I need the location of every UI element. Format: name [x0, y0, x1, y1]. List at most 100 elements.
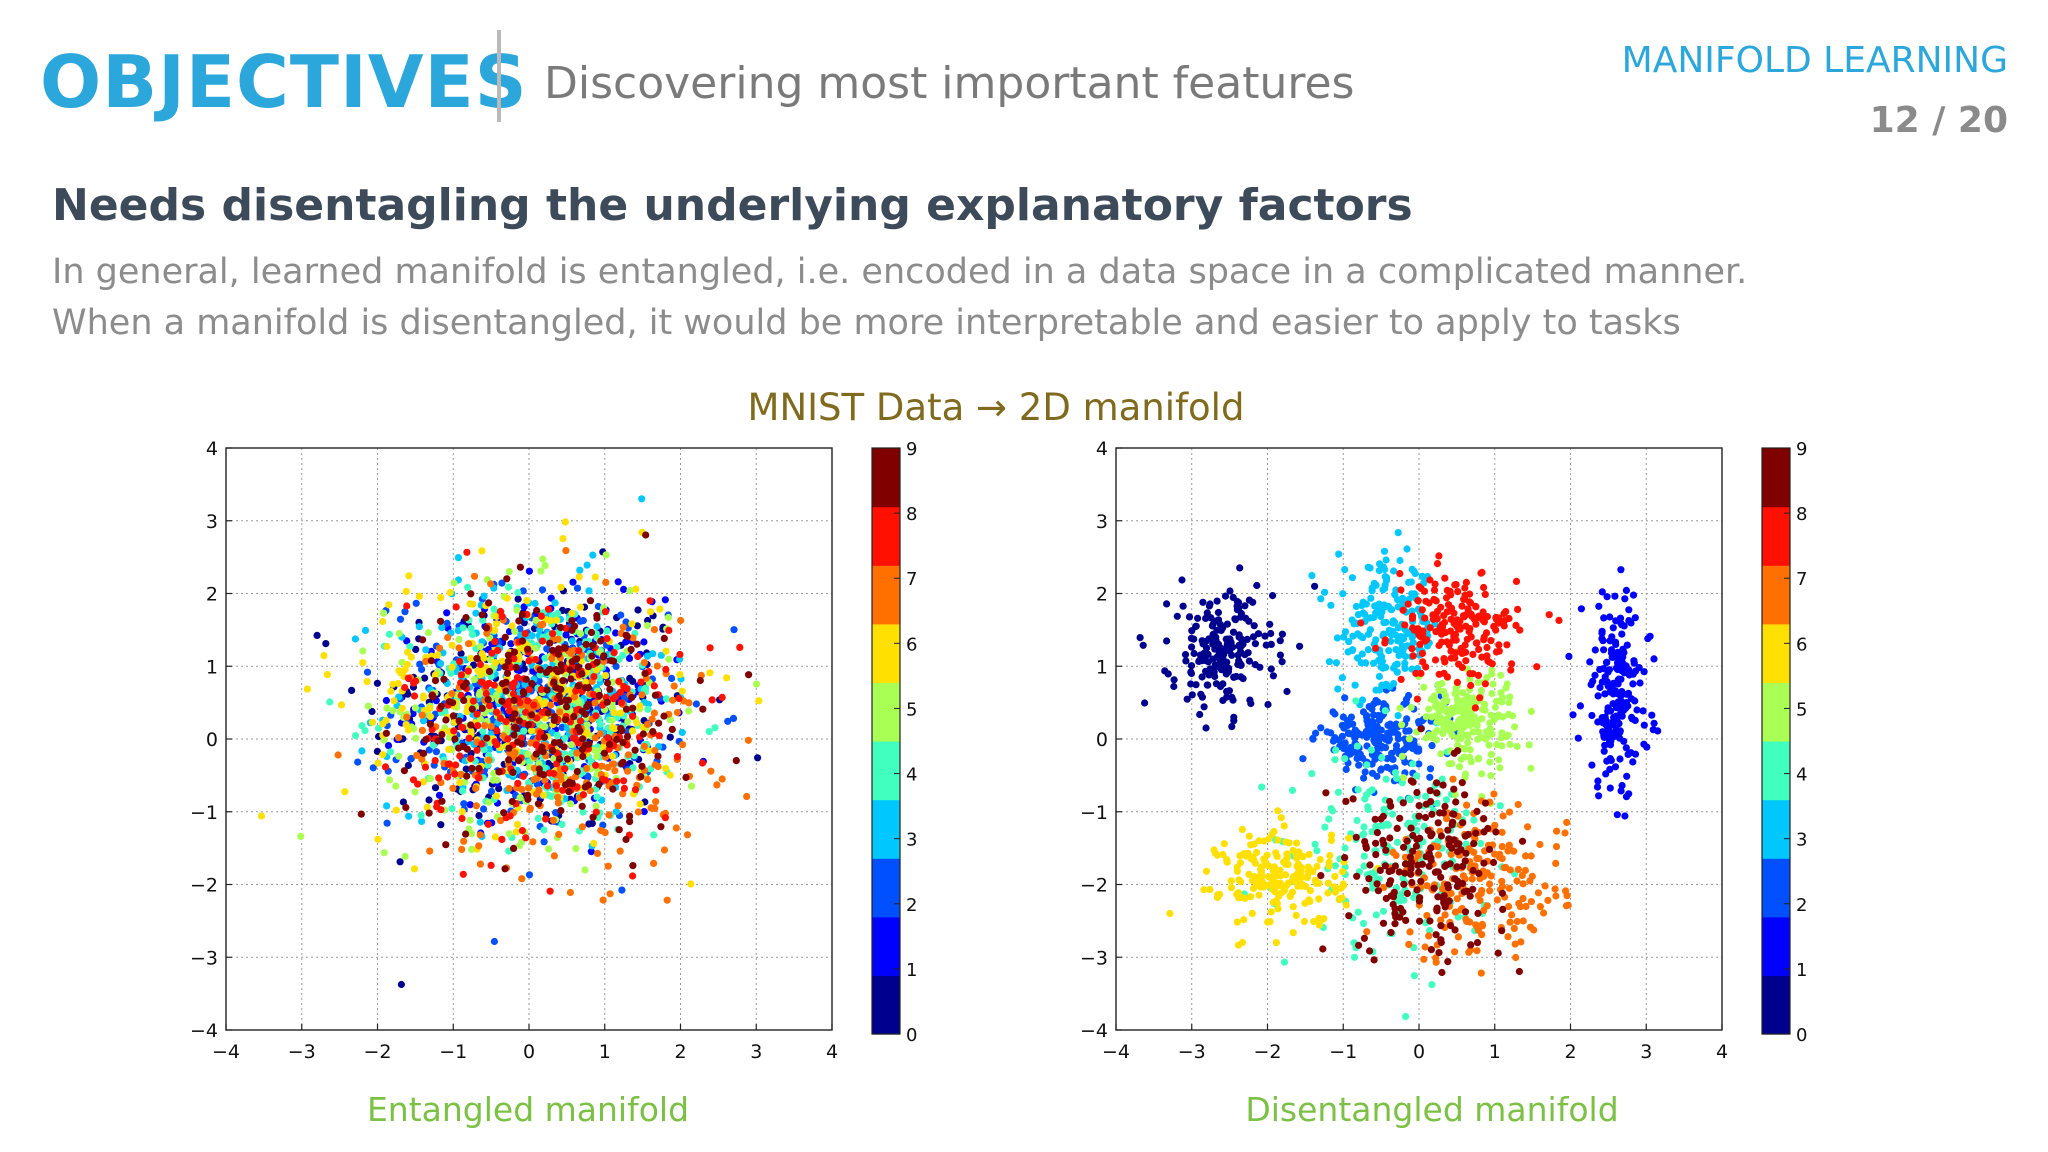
- data-point: [1261, 632, 1269, 640]
- data-point: [1200, 886, 1208, 894]
- data-point: [1212, 680, 1220, 688]
- data-point: [487, 580, 495, 588]
- data-point: [1308, 770, 1316, 778]
- data-point: [1374, 698, 1382, 706]
- data-point: [1469, 866, 1477, 875]
- data-point: [527, 739, 535, 747]
- data-point: [480, 746, 488, 754]
- data-point: [403, 637, 411, 645]
- data-point: [576, 630, 585, 638]
- data-point: [1650, 719, 1658, 727]
- data-point: [419, 778, 428, 786]
- data-point: [666, 716, 674, 724]
- data-point: [553, 731, 561, 739]
- data-point: [478, 611, 486, 619]
- data-point: [1459, 612, 1468, 620]
- data-point: [1498, 843, 1506, 851]
- data-point: [537, 612, 545, 620]
- data-point: [1372, 644, 1380, 652]
- data-point: [1644, 635, 1652, 643]
- data-point: [1456, 703, 1464, 711]
- data-point: [1354, 730, 1362, 739]
- data-point: [498, 697, 506, 705]
- data-point: [537, 621, 545, 629]
- data-point: [322, 640, 330, 648]
- data-point: [1166, 909, 1174, 918]
- x-tick-label: −3: [288, 1041, 316, 1063]
- data-point: [718, 693, 726, 701]
- data-point: [1320, 915, 1328, 923]
- data-point: [651, 746, 659, 755]
- data-point: [1417, 725, 1425, 733]
- data-point: [487, 787, 496, 795]
- data-point: [1417, 669, 1425, 677]
- data-point: [614, 802, 622, 810]
- data-point: [610, 760, 618, 768]
- colorbar-band: [1762, 623, 1790, 683]
- data-point: [1492, 626, 1500, 634]
- data-point: [643, 652, 652, 660]
- data-point: [358, 747, 366, 755]
- data-point: [363, 668, 372, 676]
- data-point: [676, 671, 684, 679]
- data-point: [1443, 708, 1451, 716]
- data-point: [482, 624, 491, 632]
- data-point: [485, 702, 494, 710]
- data-point: [1442, 861, 1450, 869]
- data-point: [460, 800, 468, 808]
- data-point: [589, 551, 597, 559]
- data-point: [1618, 688, 1626, 696]
- data-point: [1267, 908, 1275, 916]
- data-point: [662, 695, 671, 703]
- data-point: [1233, 867, 1241, 875]
- data-point: [435, 791, 444, 799]
- data-point: [1202, 667, 1210, 675]
- data-point: [1200, 703, 1208, 711]
- data-point: [649, 728, 657, 736]
- data-point: [1396, 814, 1404, 822]
- data-point: [1197, 690, 1205, 698]
- caption-entangled: Entangled manifold: [366, 1090, 690, 1129]
- data-point: [713, 781, 721, 789]
- data-point: [1438, 775, 1446, 783]
- data-point: [485, 679, 493, 687]
- data-point: [1360, 830, 1368, 838]
- data-point: [1616, 727, 1624, 735]
- data-point: [1389, 755, 1397, 763]
- data-point: [572, 845, 580, 853]
- data-point: [1413, 826, 1421, 834]
- data-point: [1527, 898, 1535, 906]
- data-point: [1536, 840, 1544, 849]
- data-point: [661, 814, 669, 822]
- data-point: [622, 705, 631, 713]
- data-point: [574, 663, 582, 671]
- data-point: [1516, 626, 1524, 634]
- data-point: [1417, 584, 1425, 593]
- data-point: [422, 646, 430, 654]
- data-point: [474, 722, 482, 730]
- data-point: [421, 763, 430, 771]
- data-point: [626, 812, 634, 820]
- data-point: [565, 686, 574, 694]
- data-point: [1348, 574, 1356, 582]
- data-point: [660, 634, 668, 642]
- data-point: [569, 578, 577, 586]
- data-point: [1445, 641, 1453, 649]
- data-point: [467, 590, 475, 598]
- data-point: [612, 808, 620, 816]
- data-point: [1355, 761, 1363, 769]
- x-tick-label: 3: [750, 1041, 762, 1063]
- data-point: [1278, 658, 1286, 666]
- colorbar-band: [872, 975, 900, 1035]
- data-point: [1514, 800, 1522, 809]
- data-point: [655, 732, 663, 740]
- data-point: [490, 937, 498, 946]
- data-point: [466, 816, 474, 824]
- colorbar-tick-label: 9: [1796, 439, 1807, 460]
- data-point: [553, 616, 561, 624]
- data-point: [611, 725, 619, 733]
- colorbar-band: [1762, 565, 1790, 625]
- data-point: [1422, 853, 1430, 861]
- data-point: [1459, 862, 1467, 870]
- data-point: [523, 597, 531, 605]
